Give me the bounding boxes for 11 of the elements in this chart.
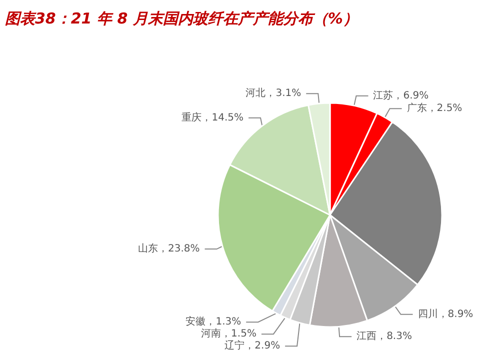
- slice-label: 四川，8.9%: [418, 308, 474, 320]
- slice-label: 江西，8.3%: [356, 330, 412, 342]
- slice-label: 广东，2.5%: [406, 102, 462, 114]
- slice-label: 辽宁，2.9%: [224, 340, 280, 352]
- slice-label: 河南，1.5%: [201, 328, 256, 340]
- slice-label: 重庆，14.5%: [182, 111, 244, 124]
- chart-title: 图表38：21 年 8 月末国内玻纤在产产能分布（%）: [5, 10, 358, 28]
- slice-label: 安徽，1.3%: [186, 316, 242, 328]
- slice-label: 山东，23.8%: [138, 242, 200, 255]
- slice-label: 江苏，6.9%: [373, 89, 429, 102]
- slice-label: 河北，3.1%: [246, 87, 302, 100]
